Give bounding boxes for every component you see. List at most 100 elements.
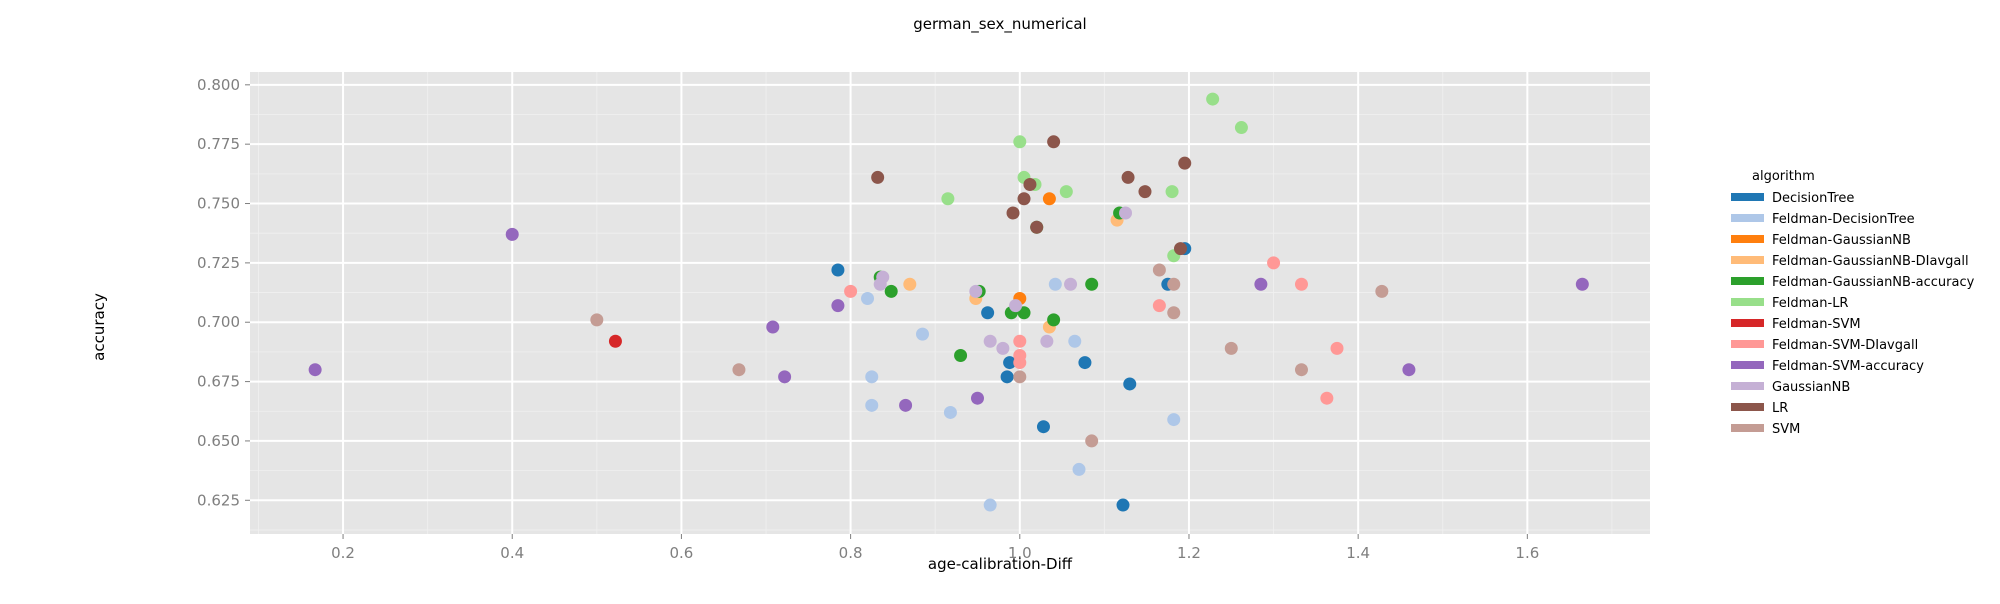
legend-label: Feldman-DecisionTree (1772, 212, 1915, 227)
x-tick-label: 0.8 (839, 544, 863, 562)
data-point (1023, 178, 1037, 192)
data-point (1123, 377, 1137, 391)
data-point (1152, 299, 1166, 313)
data-point (308, 363, 322, 377)
data-point (865, 370, 879, 384)
data-point (1167, 413, 1181, 427)
series-feldman-svm-accuracy (308, 227, 1589, 412)
y-tick-label: 0.625 (197, 491, 240, 509)
y-tick-label: 0.650 (197, 432, 240, 450)
y-tick-label: 0.700 (197, 313, 240, 331)
data-point (1009, 299, 1023, 313)
y-tick-label: 0.750 (197, 195, 240, 213)
data-point (861, 291, 875, 305)
data-point (1047, 313, 1061, 327)
series-feldman-decisiontree (861, 277, 1181, 512)
y-tick-label: 0.725 (197, 254, 240, 272)
data-point (1402, 363, 1416, 377)
data-point (1167, 277, 1181, 291)
data-point (1040, 334, 1054, 348)
data-point (884, 284, 898, 298)
data-point (871, 170, 885, 184)
data-point (865, 398, 879, 412)
legend-swatch (1731, 424, 1764, 432)
axis-ticks: 0.2 0.4 0.6 0.8 1.0 1.2 1.4 1.6 0.625 0.650 0.675 0… (197, 76, 1539, 562)
data-point (1174, 242, 1188, 256)
legend-label: Feldman-GaussianNB-DIavgall (1772, 254, 1969, 269)
data-point (954, 348, 968, 362)
data-point (1036, 420, 1050, 434)
legend-swatch (1731, 340, 1764, 348)
chart-title: german_sex_numerical (913, 15, 1086, 34)
legend-swatch (1731, 319, 1764, 327)
data-point (505, 227, 519, 241)
legend-label: Feldman-SVM-accuracy (1772, 359, 1924, 374)
data-point (1000, 370, 1014, 384)
legend-swatch (1731, 193, 1764, 201)
data-point (1064, 277, 1078, 291)
series-svm (590, 263, 1389, 448)
data-point (1178, 156, 1192, 170)
data-point (1575, 277, 1589, 291)
data-point (1017, 192, 1031, 206)
data-point (1206, 92, 1220, 106)
legend-swatch (1731, 361, 1764, 369)
data-point (1167, 306, 1181, 320)
data-point (1047, 135, 1061, 149)
data-point (1042, 192, 1056, 206)
x-tick-label: 0.6 (669, 544, 693, 562)
legend-label: Feldman-SVM (1772, 317, 1861, 332)
data-point (943, 405, 957, 419)
data-point (590, 313, 604, 327)
data-point (1078, 356, 1092, 370)
data-point (996, 341, 1010, 355)
legend-label: Feldman-LR (1772, 296, 1848, 311)
data-point (983, 498, 997, 512)
data-point (1059, 185, 1073, 199)
data-point (1294, 277, 1308, 291)
y-tick-label: 0.675 (197, 373, 240, 391)
y-axis-label: accuracy (90, 293, 108, 361)
legend-swatch (1731, 298, 1764, 306)
legend-swatch (1731, 382, 1764, 390)
data-point (1085, 434, 1099, 448)
data-point (1375, 284, 1389, 298)
legend-swatch (1731, 277, 1764, 285)
minor-gridlines (250, 72, 1650, 534)
data-point (1085, 277, 1099, 291)
legend-swatch (1731, 235, 1764, 243)
legend-title: algorithm (1752, 169, 1815, 184)
data-point (844, 284, 858, 298)
x-tick-label: 0.2 (331, 544, 355, 562)
legend-label: SVM (1772, 422, 1800, 437)
y-tick-label: 0.800 (197, 76, 240, 94)
legend-items: DecisionTree Feldman-DecisionTree Feldman-… (1731, 191, 1975, 437)
legend: algorithm DecisionTree Feldman-DecisionTr… (1731, 169, 1975, 437)
x-axis-label: age-calibration-Diff (928, 555, 1073, 573)
legend-label: Feldman-GaussianNB (1772, 233, 1911, 248)
data-point (899, 398, 913, 412)
x-tick-label: 1.2 (1177, 544, 1201, 562)
data-point (1013, 135, 1027, 149)
data-point (916, 327, 930, 341)
legend-swatch (1731, 256, 1764, 264)
data-point (1013, 370, 1027, 384)
data-point (876, 270, 890, 284)
data-point (1116, 498, 1130, 512)
x-tick-label: 1.6 (1515, 544, 1539, 562)
series-gaussiannb (873, 206, 1133, 355)
x-tick-label: 0.4 (500, 544, 524, 562)
data-point (903, 277, 917, 291)
data-point (1013, 356, 1027, 370)
series-feldman-svm-diavgall (844, 256, 1344, 405)
data-point (1267, 256, 1281, 270)
data-point (831, 263, 845, 277)
legend-label: Feldman-GaussianNB-accuracy (1772, 275, 1975, 290)
data-point (1030, 220, 1044, 234)
data-point (970, 391, 984, 405)
x-tick-label: 1.0 (1008, 544, 1032, 562)
data-point (1072, 462, 1086, 476)
data-point (608, 334, 622, 348)
data-point (1138, 185, 1152, 199)
